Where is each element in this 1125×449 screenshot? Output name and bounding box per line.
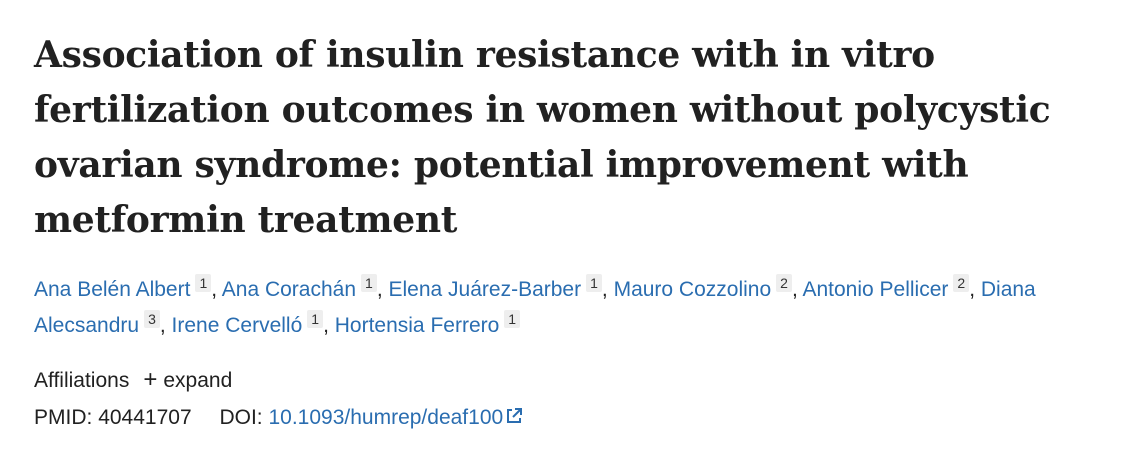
pmid-label: PMID: <box>34 406 93 429</box>
author-item: Mauro Cozzolino 2 <box>613 274 792 301</box>
separator: , <box>323 314 335 337</box>
author-link[interactable]: Elena Juárez-Barber <box>388 278 582 301</box>
expand-button[interactable]: expand <box>163 369 233 392</box>
affiliation-number[interactable]: 1 <box>361 274 377 292</box>
affiliation-number[interactable]: 1 <box>504 310 521 328</box>
author-item: Antonio Pellicer 2 <box>802 274 970 301</box>
separator: , <box>601 278 614 301</box>
affiliations-label: Affiliations <box>34 369 130 392</box>
affiliation-number[interactable]: 3 <box>144 310 160 328</box>
author-link[interactable]: Ana Belén Albert <box>34 278 191 301</box>
doi-label: DOI: <box>219 406 263 429</box>
author-link[interactable]: Antonio Pellicer <box>802 278 949 301</box>
author-item: Hortensia Ferrero 1 <box>334 310 521 337</box>
affiliation-number[interactable]: 1 <box>586 274 602 292</box>
external-link-icon <box>506 406 523 430</box>
plus-icon[interactable]: + <box>143 366 158 393</box>
authors-list: Ana Belén Albert 1, Ana Corachán 1, Elena … <box>34 272 1114 344</box>
separator: , <box>376 278 389 301</box>
affiliation-number[interactable]: 1 <box>195 274 212 292</box>
author-item: Irene Cervelló 1 <box>171 310 324 337</box>
identifiers-row: PMID: 40441707 DOI: 10.1093/humrep/deaf1… <box>34 406 523 430</box>
doi-value[interactable]: 10.1093/humrep/deaf100 <box>268 406 504 429</box>
author-item: Elena Juárez-Barber 1 <box>388 274 602 301</box>
affiliation-number[interactable]: 2 <box>776 274 792 292</box>
separator: , <box>791 278 803 301</box>
affiliations-row: Affiliations + expand <box>34 366 232 394</box>
author-item: Ana Belén Albert 1 <box>34 274 212 301</box>
author-item: Ana Corachán 1 <box>221 274 377 301</box>
affiliation-number[interactable]: 1 <box>307 310 324 328</box>
separator: , <box>211 278 222 301</box>
separator: , <box>969 278 981 301</box>
author-item: Diana Alecsandru 3 <box>34 278 1036 337</box>
doi-link[interactable]: 10.1093/humrep/deaf100 <box>268 406 523 430</box>
affiliation-number[interactable]: 2 <box>953 274 970 292</box>
author-link[interactable]: Mauro Cozzolino <box>613 278 772 301</box>
separator: , <box>159 314 172 337</box>
article-title: Association of insulin resistance with i… <box>34 34 1051 241</box>
author-link[interactable]: Hortensia Ferrero <box>334 314 500 337</box>
author-link[interactable]: Diana Alecsandru <box>34 278 1036 337</box>
author-link[interactable]: Irene Cervelló <box>171 314 303 337</box>
author-link[interactable]: Ana Corachán <box>221 278 357 301</box>
pmid-value: 40441707 <box>98 406 192 429</box>
